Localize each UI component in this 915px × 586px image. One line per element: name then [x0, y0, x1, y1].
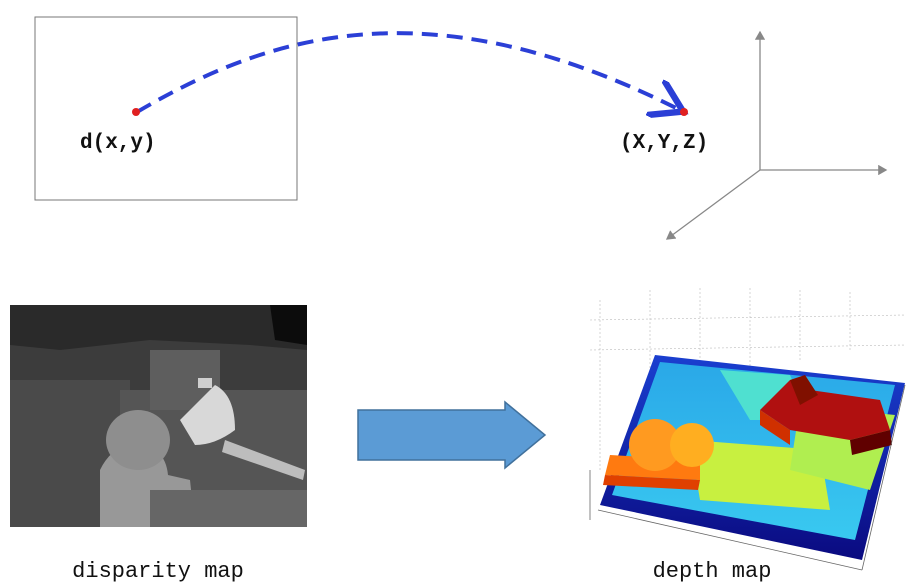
- depth-image: [590, 288, 905, 570]
- image-plane: [35, 17, 297, 200]
- diagram: d(x,y) (X,Y,Z): [0, 0, 915, 586]
- target-label: (X,Y,Z): [620, 132, 708, 155]
- caption: disparity map: [72, 559, 244, 584]
- conversion-arrow: [358, 402, 545, 468]
- caption: depth map: [653, 559, 772, 584]
- target-point: [680, 108, 688, 116]
- disparity-image: [10, 305, 307, 527]
- source-label: d(x,y): [80, 132, 156, 155]
- source-point: [132, 108, 140, 116]
